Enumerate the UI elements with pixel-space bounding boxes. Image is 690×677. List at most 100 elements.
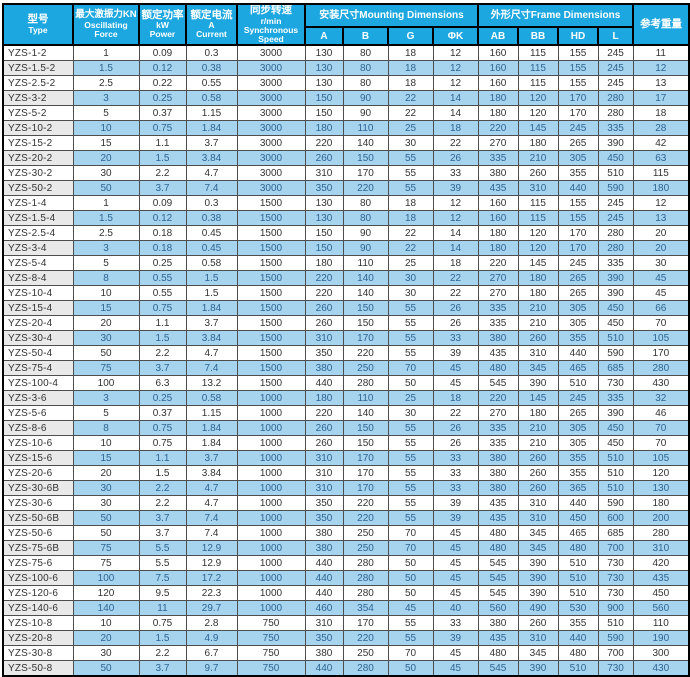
value-cell-phik: 45 — [432, 525, 479, 541]
value-cell-b: 150 — [342, 435, 389, 451]
table-row: YZS-30-2 30 2.2 4.7 3000 310 170 55 33 380 260 355 5… — [2, 165, 690, 181]
table-row: YZS-15-6 15 1.1 3.7 1000 310 170 55 33 380 260 355 5… — [2, 450, 690, 466]
value-cell-l: 590 — [597, 630, 634, 646]
value-cell-bb: 260 — [517, 165, 559, 181]
model-cell: YZS-30-6 — [2, 495, 74, 511]
value-cell-g: 55 — [387, 630, 434, 646]
table-row: YZS-100-4 100 6.3 13.2 1500 440 280 50 45 545 390 5… — [2, 375, 690, 391]
value-cell-force_kn: 50 — [72, 345, 140, 361]
value-cell-weight_kg: 430 — [632, 660, 690, 677]
value-cell-hd: 510 — [557, 555, 599, 571]
value-cell-speed_rpm: 1000 — [236, 570, 306, 586]
value-cell-phik: 14 — [432, 225, 479, 241]
value-cell-phik: 18 — [432, 390, 479, 406]
value-cell-phik: 33 — [432, 615, 479, 631]
value-cell-ab: 335 — [477, 435, 519, 451]
value-cell-ab: 435 — [477, 495, 519, 511]
value-cell-phik: 39 — [432, 495, 479, 511]
value-cell-a: 150 — [304, 225, 344, 241]
value-cell-hd: 155 — [557, 210, 599, 226]
table-row: YZS-3-4 3 0.18 0.45 1500 150 90 22 14 180 120 170 28… — [2, 240, 690, 256]
value-cell-g: 55 — [387, 180, 434, 196]
value-cell-speed_rpm: 1000 — [236, 540, 306, 556]
value-cell-g: 22 — [387, 105, 434, 121]
value-cell-l: 390 — [597, 405, 634, 421]
table-row: YZS-50-6 50 3.7 7.4 1000 380 250 70 45 480 345 465 6… — [2, 525, 690, 541]
table-row: YZS-100-6 100 7.5 17.2 1000 440 280 50 45 545 390 5… — [2, 570, 690, 586]
value-cell-hd: 170 — [557, 105, 599, 121]
value-cell-current_a: 7.4 — [185, 180, 238, 196]
value-cell-b: 250 — [342, 360, 389, 376]
value-cell-power_kw: 0.25 — [138, 255, 187, 271]
value-cell-weight_kg: 200 — [632, 510, 690, 526]
value-cell-speed_rpm: 3000 — [236, 44, 306, 61]
value-cell-current_a: 3.84 — [185, 330, 238, 346]
value-cell-b: 170 — [342, 330, 389, 346]
value-cell-ab: 220 — [477, 120, 519, 136]
value-cell-b: 90 — [342, 105, 389, 121]
value-cell-speed_rpm: 1500 — [236, 345, 306, 361]
value-cell-current_a: 0.45 — [185, 225, 238, 241]
value-cell-force_kn: 3 — [72, 390, 140, 406]
value-cell-speed_rpm: 3000 — [236, 60, 306, 76]
value-cell-hd: 355 — [557, 330, 599, 346]
col-header-phik: ΦK — [431, 26, 480, 46]
value-cell-a: 130 — [304, 75, 344, 91]
value-cell-g: 22 — [387, 225, 434, 241]
value-cell-l: 590 — [597, 345, 634, 361]
value-cell-g: 55 — [387, 300, 434, 316]
value-cell-g: 18 — [387, 75, 434, 91]
value-cell-ab: 480 — [477, 360, 519, 376]
value-cell-power_kw: 2.2 — [138, 480, 187, 496]
value-cell-bb: 120 — [517, 105, 559, 121]
value-cell-force_kn: 140 — [72, 600, 140, 616]
value-cell-power_kw: 0.18 — [138, 240, 187, 256]
value-cell-current_a: 7.4 — [185, 510, 238, 526]
value-cell-ab: 335 — [477, 150, 519, 166]
value-cell-b: 170 — [342, 450, 389, 466]
value-cell-a: 150 — [304, 105, 344, 121]
value-cell-phik: 45 — [432, 570, 479, 586]
value-cell-hd: 510 — [557, 660, 599, 677]
value-cell-hd: 355 — [557, 450, 599, 466]
value-cell-weight_kg: 13 — [632, 75, 690, 91]
value-cell-b: 220 — [342, 510, 389, 526]
value-cell-bb: 145 — [517, 390, 559, 406]
table-row: YZS-15-4 15 0.75 1.84 1500 260 150 55 26 335 210 30… — [2, 300, 690, 316]
model-cell: YZS-75-4 — [2, 360, 74, 376]
value-cell-force_kn: 30 — [72, 330, 140, 346]
value-cell-ab: 545 — [477, 375, 519, 391]
value-cell-bb: 345 — [517, 360, 559, 376]
value-cell-l: 450 — [597, 150, 634, 166]
value-cell-l: 730 — [597, 570, 634, 586]
table-row: YZS-50-8 50 3.7 9.7 750 440 280 50 45 545 390 510 73… — [2, 660, 690, 677]
value-cell-bb: 345 — [517, 525, 559, 541]
value-cell-b: 280 — [342, 585, 389, 601]
value-cell-phik: 45 — [432, 585, 479, 601]
col-header-type: 型号 Type — [2, 3, 74, 46]
model-cell: YZS-50-2 — [2, 180, 74, 196]
value-cell-power_kw: 0.25 — [138, 90, 187, 106]
value-cell-bb: 390 — [517, 660, 559, 677]
col-header-current: 额定电流 A Current — [185, 3, 238, 46]
table-row: YZS-5-2 5 0.37 1.15 3000 150 90 22 14 180 120 170 28… — [2, 105, 690, 121]
value-cell-weight_kg: 280 — [632, 525, 690, 541]
table-row: YZS-20-2 20 1.5 3.84 3000 260 150 55 26 335 210 305… — [2, 150, 690, 166]
value-cell-phik: 39 — [432, 630, 479, 646]
col-header-g: G — [387, 26, 434, 46]
value-cell-force_kn: 30 — [72, 495, 140, 511]
value-cell-hd: 305 — [557, 150, 599, 166]
value-cell-a: 310 — [304, 480, 344, 496]
value-cell-hd: 245 — [557, 120, 599, 136]
value-cell-force_kn: 50 — [72, 180, 140, 196]
value-cell-force_kn: 5 — [72, 255, 140, 271]
value-cell-power_kw: 1.5 — [138, 330, 187, 346]
model-cell: YZS-3-4 — [2, 240, 74, 256]
value-cell-l: 245 — [597, 60, 634, 76]
value-cell-force_kn: 20 — [72, 150, 140, 166]
value-cell-l: 280 — [597, 225, 634, 241]
value-cell-current_a: 0.58 — [185, 90, 238, 106]
table-row: YZS-2.5-4 2.5 0.18 0.45 1500 150 90 22 14 180 120 1… — [2, 225, 690, 241]
value-cell-ab: 545 — [477, 570, 519, 586]
value-cell-ab: 335 — [477, 300, 519, 316]
